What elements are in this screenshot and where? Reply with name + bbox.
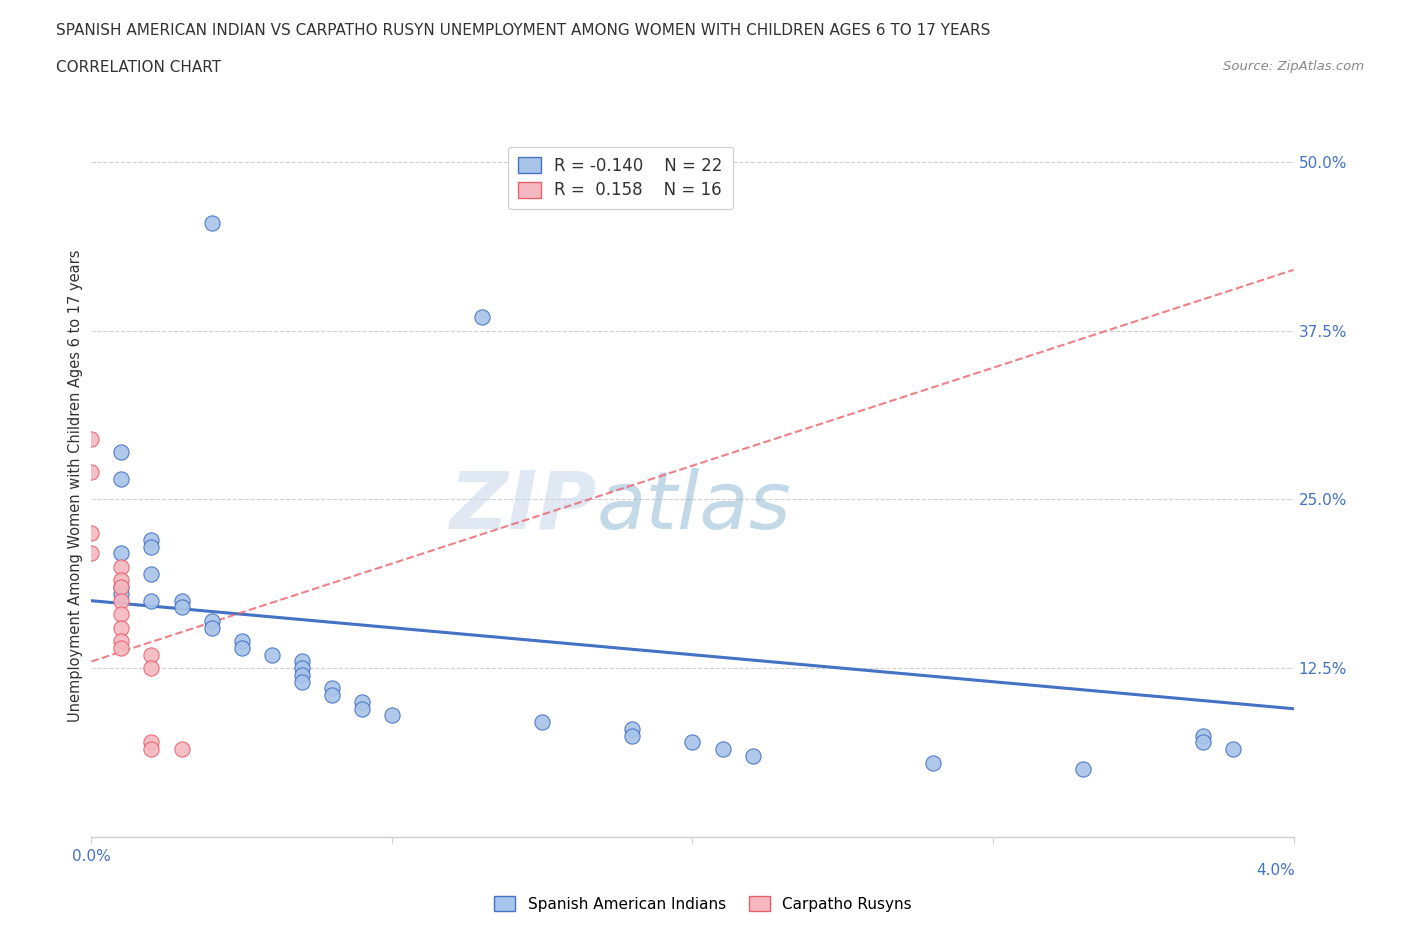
Point — [110, 472, 132, 486]
Point — [110, 573, 132, 588]
Point — [141, 742, 163, 757]
Point — [350, 701, 373, 716]
Point — [80, 546, 103, 561]
Point — [621, 722, 644, 737]
Point — [1192, 728, 1215, 743]
Point — [110, 633, 132, 648]
Point — [80, 525, 103, 540]
Point — [711, 742, 734, 757]
Text: 4.0%: 4.0% — [1256, 863, 1295, 878]
Point — [471, 310, 494, 325]
Point — [110, 641, 132, 656]
Text: atlas: atlas — [596, 468, 792, 546]
Point — [80, 465, 103, 480]
Point — [110, 560, 132, 575]
Point — [1071, 762, 1094, 777]
Point — [201, 614, 224, 629]
Point — [291, 674, 314, 689]
Point — [260, 647, 283, 662]
Point — [922, 755, 945, 770]
Point — [201, 620, 224, 635]
Point — [80, 432, 103, 446]
Point — [110, 587, 132, 602]
Point — [110, 445, 132, 459]
Point — [170, 742, 193, 757]
Point — [321, 688, 343, 703]
Point — [141, 593, 163, 608]
Point — [141, 735, 163, 750]
Text: SPANISH AMERICAN INDIAN VS CARPATHO RUSYN UNEMPLOYMENT AMONG WOMEN WITH CHILDREN: SPANISH AMERICAN INDIAN VS CARPATHO RUSY… — [56, 23, 991, 38]
Point — [291, 654, 314, 669]
Point — [201, 215, 224, 230]
Point — [170, 600, 193, 615]
Text: Source: ZipAtlas.com: Source: ZipAtlas.com — [1223, 60, 1364, 73]
Point — [1222, 742, 1244, 757]
Point — [381, 708, 404, 723]
Point — [110, 593, 132, 608]
Y-axis label: Unemployment Among Women with Children Ages 6 to 17 years: Unemployment Among Women with Children A… — [67, 249, 83, 723]
Point — [141, 566, 163, 581]
Legend: R = -0.140    N = 22, R =  0.158    N = 16: R = -0.140 N = 22, R = 0.158 N = 16 — [508, 147, 733, 209]
Point — [110, 579, 132, 594]
Point — [141, 661, 163, 676]
Point — [110, 606, 132, 621]
Point — [321, 681, 343, 696]
Point — [531, 715, 554, 730]
Point — [291, 668, 314, 683]
Point — [231, 633, 253, 648]
Point — [141, 539, 163, 554]
Point — [741, 749, 763, 764]
Point — [110, 620, 132, 635]
Point — [1192, 735, 1215, 750]
Point — [141, 533, 163, 548]
Point — [110, 579, 132, 594]
Legend: Spanish American Indians, Carpatho Rusyns: Spanish American Indians, Carpatho Rusyn… — [488, 890, 918, 918]
Point — [110, 546, 132, 561]
Point — [681, 735, 703, 750]
Point — [170, 593, 193, 608]
Text: CORRELATION CHART: CORRELATION CHART — [56, 60, 221, 75]
Point — [141, 647, 163, 662]
Point — [291, 661, 314, 676]
Point — [350, 695, 373, 710]
Point — [621, 728, 644, 743]
Text: ZIP: ZIP — [449, 468, 596, 546]
Point — [231, 641, 253, 656]
